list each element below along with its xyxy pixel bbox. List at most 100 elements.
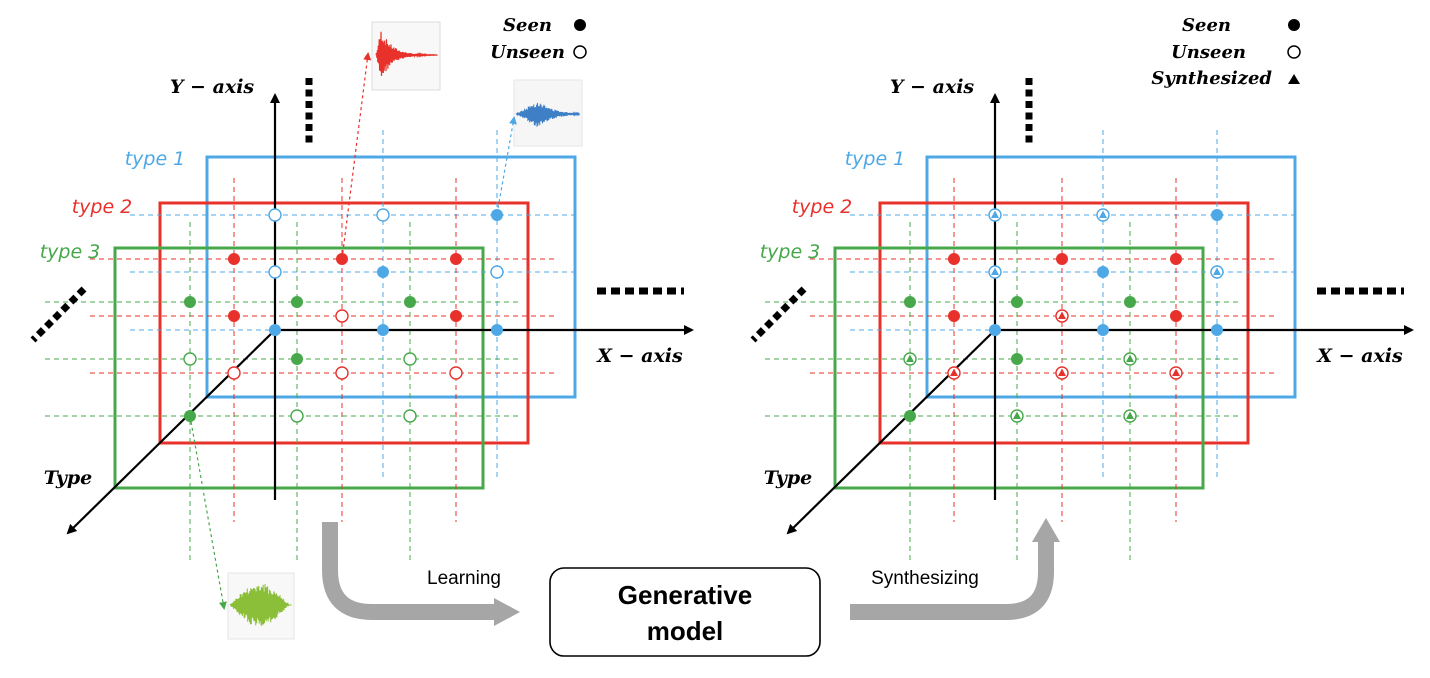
unseen-point [335,366,349,380]
seen-point [904,296,916,308]
type3-plane [113,246,485,490]
unseen-point [183,352,197,366]
type1-label: type 1 [845,148,906,170]
synthesized-point [1213,267,1221,275]
type2-label: type 2 [792,196,853,218]
legend-left: Seen Unseen [490,15,587,63]
seen-point [948,310,960,322]
unseen-point [268,208,282,222]
legend-right: Seen Unseen Synthesized [1151,15,1301,89]
legend-seen-label: Seen [1182,15,1231,36]
seen-point [1011,353,1023,365]
x-axis-label: X − axis [1316,345,1403,367]
y-axis-label: Y − axis [170,76,255,98]
generative-model-box: Generative model [549,567,821,657]
connector-green [189,415,227,610]
type2-label: type 2 [72,196,133,218]
seen-point [989,324,1001,336]
seen-point [1056,253,1068,265]
type-axis-label: Type [44,467,92,489]
synthesized-point [991,210,999,218]
synthesized-point [950,368,958,376]
synthesized-point [1126,354,1134,362]
synthesized-point [906,354,914,362]
seen-point [948,253,960,265]
legend-seen-marker [574,19,586,31]
legend-seen-label: Seen [503,15,552,36]
learning-label: Learning [427,568,501,589]
seen-point [1097,266,1109,278]
unseen-point [335,309,349,323]
seen-point [291,353,303,365]
legend-unseen-marker [573,45,587,59]
seen-point [491,324,503,336]
seen-point [377,324,389,336]
seen-point [228,310,240,322]
seen-point [1211,324,1223,336]
seen-point [377,266,389,278]
green-waveform-thumbnail [227,572,295,640]
y-axis-label: Y − axis [890,76,975,98]
seen-point [1170,310,1182,322]
right-panel: Y − axis X − axis Type type 1 type 2 type 3 [750,76,1414,562]
synthesized-point [1099,210,1107,218]
seen-point [904,410,916,422]
seen-point [450,310,462,322]
learning-arrow: Learning [322,522,520,626]
synthesized-point [1058,311,1066,319]
seen-point [184,296,196,308]
legend-seen-marker [1288,19,1300,31]
synthesized-point [1126,411,1134,419]
seen-point [491,209,503,221]
unseen-point [268,265,282,279]
type2-plane [878,201,1250,445]
synthesized-point [991,267,999,275]
legend-synthesized-label: Synthesized [1151,68,1272,89]
seen-point [1211,209,1223,221]
unseen-point [227,366,241,380]
seen-point [269,324,281,336]
unseen-point [449,366,463,380]
seen-point [1124,296,1136,308]
blue-waveform-thumbnail [513,79,583,147]
legend-unseen-label: Unseen [1171,42,1246,63]
connector-red [341,52,372,260]
synthesized-point [1172,368,1180,376]
type-ellipsis [750,286,807,343]
x-axis-label: X − axis [596,345,683,367]
synthesizing-arrow: Synthesizing [850,518,1060,620]
seen-point [1170,253,1182,265]
legend-synthesized-marker [1288,74,1300,84]
unseen-point [490,265,504,279]
unseen-point [290,409,304,423]
model-title-line1: Generative [618,580,752,610]
seen-point [291,296,303,308]
synthesizing-label: Synthesizing [871,568,979,589]
type1-plane [925,155,1297,399]
unseen-point [403,352,417,366]
type3-plane [833,246,1205,490]
model-title-line2: model [647,616,724,646]
type3-label: type 3 [40,241,101,263]
seen-point [1011,296,1023,308]
red-waveform-thumbnail [371,21,441,91]
connector-blue [496,116,517,215]
left-panel: Y − axis X − axis Type type 1 type 2 type 3 [30,76,694,562]
type1-plane [205,155,577,399]
unseen-point [403,409,417,423]
synthesized-point [1013,411,1021,419]
type-axis-line [786,329,996,535]
unseen-point [376,208,390,222]
type-axis-line [66,329,276,535]
type-ellipsis [30,286,87,343]
seen-point [1097,324,1109,336]
type2-plane [158,201,530,445]
seen-point [228,253,240,265]
type1-label: type 1 [125,148,186,170]
legend-unseen-label: Unseen [490,42,565,63]
type3-label: type 3 [760,241,821,263]
legend-unseen-marker [1287,45,1301,59]
seen-point [404,296,416,308]
type-axis-label: Type [764,467,812,489]
